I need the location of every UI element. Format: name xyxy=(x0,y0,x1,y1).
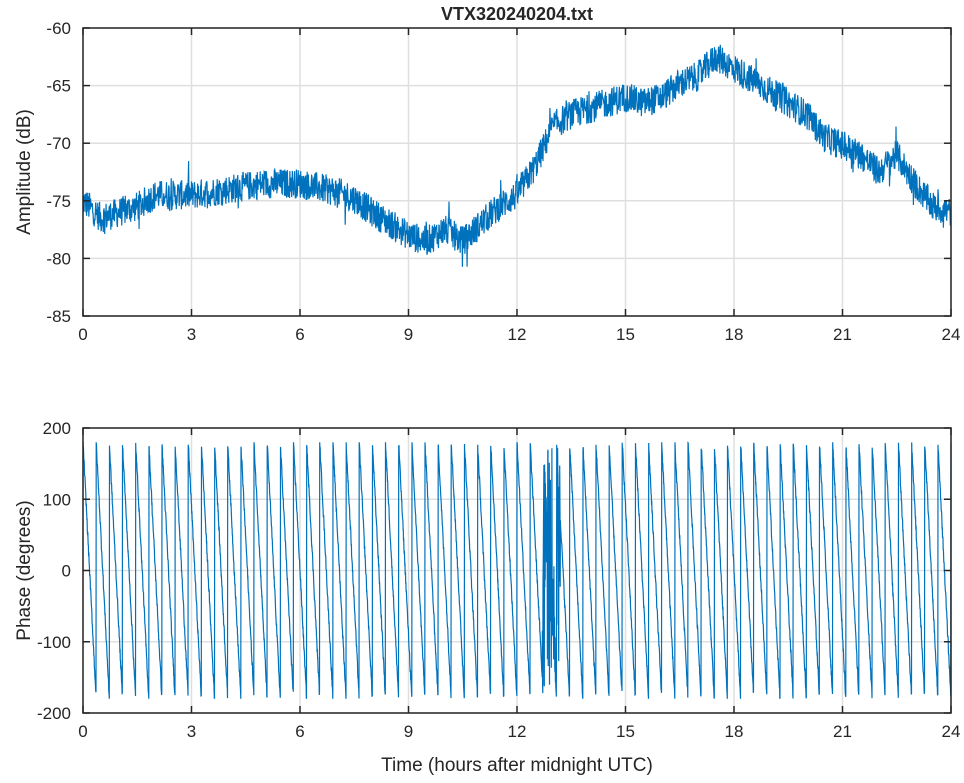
x-axis-label: Time (hours after midnight UTC) xyxy=(381,755,653,776)
y-axis-label: Amplitude (dB) xyxy=(14,109,35,235)
x-tick-label: 0 xyxy=(78,722,87,741)
chart-title: VTX320240204.txt xyxy=(441,4,593,24)
y-tick-label: -85 xyxy=(46,307,71,326)
x-tick-label: 9 xyxy=(404,722,413,741)
x-tick-label: 15 xyxy=(616,722,635,741)
x-tick-label: 0 xyxy=(78,325,87,344)
data-line-phase xyxy=(82,441,952,699)
y-tick-label: 100 xyxy=(43,490,71,509)
x-tick-label: 21 xyxy=(833,325,852,344)
axes-2: 0 3 6 9 12 15 18 21 24 200 100 0 -100 -200 Time (hours… xyxy=(14,419,960,776)
x-tick-label: 6 xyxy=(295,722,304,741)
x-tick-label: 15 xyxy=(616,325,635,344)
x-tick-label: 24 xyxy=(942,325,961,344)
y-tick-label: -100 xyxy=(37,633,71,652)
x-tick-label: 18 xyxy=(725,722,744,741)
x-tick-label: 12 xyxy=(508,722,527,741)
x-tick-label: 21 xyxy=(833,722,852,741)
y-tick-label: -60 xyxy=(46,19,71,38)
x-tick-label: 18 xyxy=(725,325,744,344)
axes-1: 0 3 6 9 12 15 18 21 24 -60 -65 -70 -75 -80 -85 VTX32024… xyxy=(14,4,960,344)
y-tick-label: -200 xyxy=(37,704,71,723)
y-tick-label: 0 xyxy=(62,562,71,581)
y-tick-label: -75 xyxy=(46,192,71,211)
y-tick-label: 200 xyxy=(43,419,71,438)
y-tick-label: -70 xyxy=(46,134,71,153)
y-tick-label: -65 xyxy=(46,77,71,96)
y-tick-label: -80 xyxy=(46,249,71,268)
x-tick-label: 24 xyxy=(942,722,961,741)
y-axis-label: Phase (degrees) xyxy=(14,500,35,640)
x-tick-label: 3 xyxy=(187,325,196,344)
x-tick-label: 9 xyxy=(404,325,413,344)
x-tick-label: 6 xyxy=(295,325,304,344)
x-tick-label: 3 xyxy=(187,722,196,741)
x-tick-label: 12 xyxy=(508,325,527,344)
data-line-amplitude xyxy=(82,44,952,267)
